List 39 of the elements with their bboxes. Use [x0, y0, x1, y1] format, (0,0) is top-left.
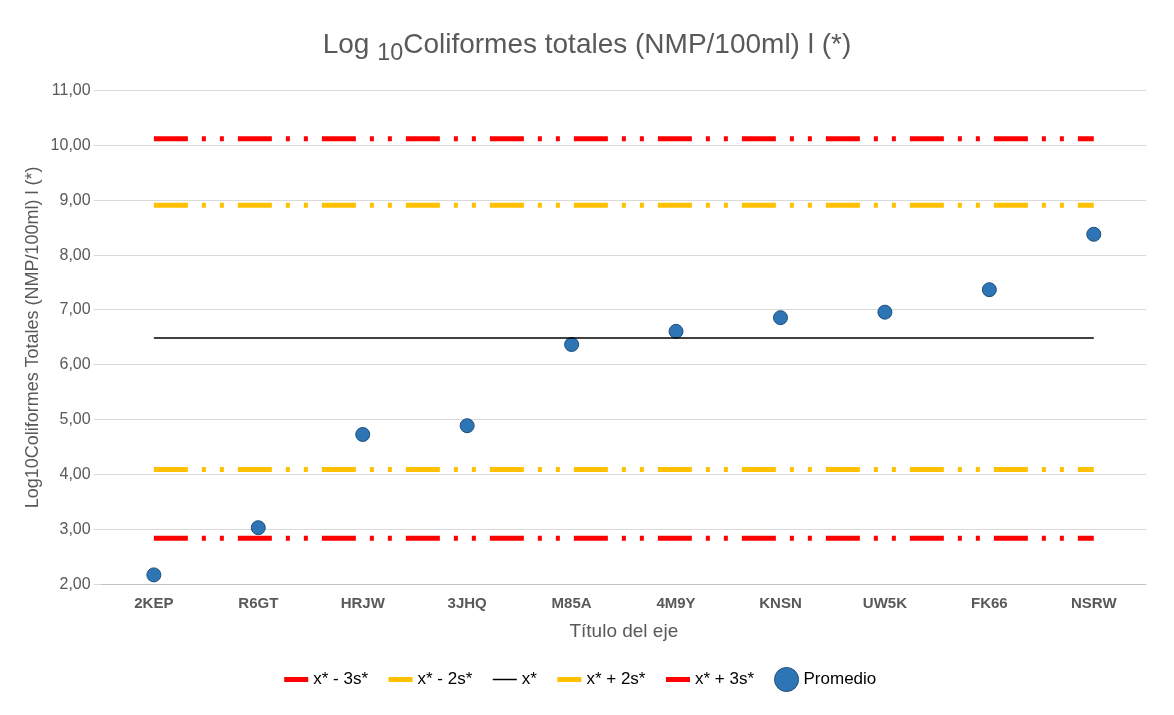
point	[981, 282, 997, 298]
point	[668, 323, 684, 339]
x-tick-label: 2KEP	[134, 594, 174, 612]
y-axis-title: Log10Coliformes Totales (NMP/100ml) l (*)	[21, 166, 42, 509]
point	[877, 304, 893, 320]
legend-label: x* + 3s*	[694, 669, 755, 689]
x-tick-label: R6GT	[238, 594, 279, 612]
point	[459, 418, 475, 434]
x-tick-label: NSRW	[1071, 594, 1118, 612]
y-tick-label: 9,00	[59, 190, 91, 208]
point	[1086, 226, 1102, 242]
y-tick-label: 6,00	[59, 355, 91, 373]
y-tick-label: 3,00	[59, 519, 91, 537]
point	[564, 337, 580, 353]
point	[250, 520, 266, 536]
y-tick-label: 7,00	[59, 300, 91, 318]
y-tick-label: 4,00	[59, 464, 91, 482]
x-tick-label: HRJW	[340, 594, 386, 612]
legend-label: x*	[521, 669, 538, 689]
legend-label: x* - 3s*	[313, 669, 369, 689]
point	[355, 426, 371, 442]
x-tick-label: 4M9Y	[656, 594, 696, 612]
x-tick-label: KNSN	[759, 594, 802, 612]
chart-title: Log $_{10}$Coliformes totales (NMP/100ml) l (*)	[321, 27, 853, 67]
y-tick-label: 2,00	[59, 574, 91, 592]
x-tick-label: M85A	[551, 594, 592, 612]
legend-label: x* - 2s*	[417, 669, 473, 689]
x-tick-label: UW5K	[862, 594, 908, 612]
point	[772, 310, 788, 326]
point	[146, 567, 162, 583]
x-tick-label: 3JHQ	[447, 594, 488, 612]
y-tick-label: 10,00	[50, 135, 91, 153]
y-tick-label: 8,00	[59, 245, 91, 263]
x-tick-label: FK66	[971, 594, 1008, 612]
legend-label: x* + 2s*	[586, 669, 646, 689]
y-tick-label: 11,00	[51, 81, 91, 99]
x-axis-title: Título del eje	[569, 619, 679, 641]
legend-label: Promedio	[803, 669, 877, 689]
y-tick-label: 5,00	[59, 410, 91, 428]
